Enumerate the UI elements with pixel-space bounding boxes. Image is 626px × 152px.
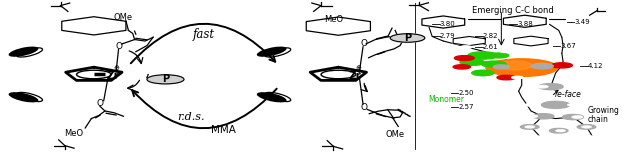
- Text: P: P: [404, 33, 411, 43]
- Text: 3.67: 3.67: [560, 43, 576, 49]
- Circle shape: [588, 136, 597, 138]
- Ellipse shape: [9, 47, 38, 57]
- Circle shape: [563, 137, 572, 139]
- Text: Emerging C-C bond: Emerging C-C bond: [471, 6, 553, 15]
- Text: Monomer: Monomer: [428, 95, 464, 104]
- Text: 3.88: 3.88: [518, 21, 533, 27]
- Text: Zr: Zr: [349, 71, 362, 81]
- Text: Growing: Growing: [588, 106, 620, 116]
- Text: MMA: MMA: [211, 125, 236, 135]
- Text: O: O: [361, 39, 367, 48]
- Text: ⊕: ⊕: [113, 65, 119, 71]
- Text: O: O: [115, 42, 122, 51]
- Circle shape: [468, 52, 498, 59]
- Text: O: O: [361, 103, 367, 112]
- Circle shape: [558, 81, 568, 83]
- Circle shape: [550, 128, 568, 133]
- Text: 2.61: 2.61: [483, 44, 498, 50]
- Text: ⊕: ⊕: [355, 65, 361, 71]
- Circle shape: [541, 101, 570, 108]
- Text: 2.79: 2.79: [439, 33, 455, 40]
- Text: 2.57: 2.57: [458, 104, 474, 110]
- Polygon shape: [66, 67, 122, 80]
- Circle shape: [472, 70, 494, 76]
- Circle shape: [523, 85, 536, 88]
- Ellipse shape: [257, 92, 287, 102]
- Circle shape: [572, 116, 583, 118]
- Polygon shape: [514, 36, 548, 46]
- Text: r.d.s.: r.d.s.: [178, 112, 205, 122]
- Circle shape: [567, 104, 578, 106]
- Text: O: O: [96, 99, 103, 108]
- Circle shape: [526, 115, 538, 118]
- Ellipse shape: [9, 92, 38, 102]
- Circle shape: [147, 75, 184, 84]
- Circle shape: [582, 126, 592, 128]
- Circle shape: [556, 130, 565, 132]
- Text: 3.80: 3.80: [439, 21, 455, 27]
- Text: Zr: Zr: [106, 71, 119, 81]
- Polygon shape: [62, 17, 126, 35]
- Polygon shape: [453, 36, 485, 46]
- Circle shape: [538, 84, 563, 90]
- Circle shape: [460, 59, 485, 65]
- Circle shape: [536, 136, 545, 138]
- Circle shape: [563, 114, 583, 120]
- Circle shape: [531, 63, 553, 69]
- Circle shape: [493, 65, 510, 69]
- Circle shape: [511, 76, 523, 79]
- Circle shape: [524, 104, 535, 106]
- Circle shape: [500, 50, 513, 53]
- Ellipse shape: [257, 47, 287, 57]
- Text: MeO: MeO: [64, 129, 84, 138]
- Circle shape: [447, 50, 459, 53]
- Text: re-face: re-face: [555, 90, 582, 99]
- Circle shape: [552, 63, 572, 68]
- Circle shape: [481, 61, 506, 67]
- Circle shape: [520, 125, 539, 129]
- Circle shape: [496, 61, 532, 70]
- Circle shape: [577, 125, 596, 129]
- Text: fast: fast: [193, 28, 215, 41]
- Text: 2.50: 2.50: [458, 90, 474, 97]
- Polygon shape: [422, 16, 464, 28]
- Circle shape: [536, 85, 548, 88]
- Text: OMe: OMe: [114, 13, 133, 22]
- Circle shape: [460, 46, 473, 49]
- Circle shape: [525, 126, 535, 128]
- Polygon shape: [306, 17, 371, 35]
- Circle shape: [533, 114, 554, 119]
- Circle shape: [454, 56, 474, 60]
- Text: 3.49: 3.49: [574, 19, 590, 25]
- Circle shape: [453, 65, 471, 69]
- Circle shape: [489, 53, 509, 58]
- Circle shape: [390, 34, 425, 42]
- Text: chain: chain: [588, 115, 608, 124]
- Polygon shape: [503, 15, 546, 27]
- Circle shape: [486, 59, 558, 76]
- Polygon shape: [310, 67, 367, 80]
- Circle shape: [497, 75, 516, 80]
- Text: MeO: MeO: [324, 14, 343, 24]
- Text: OMe: OMe: [386, 130, 404, 139]
- Text: 2.82: 2.82: [483, 33, 498, 40]
- Text: P: P: [162, 74, 169, 84]
- Text: 4.12: 4.12: [588, 63, 603, 69]
